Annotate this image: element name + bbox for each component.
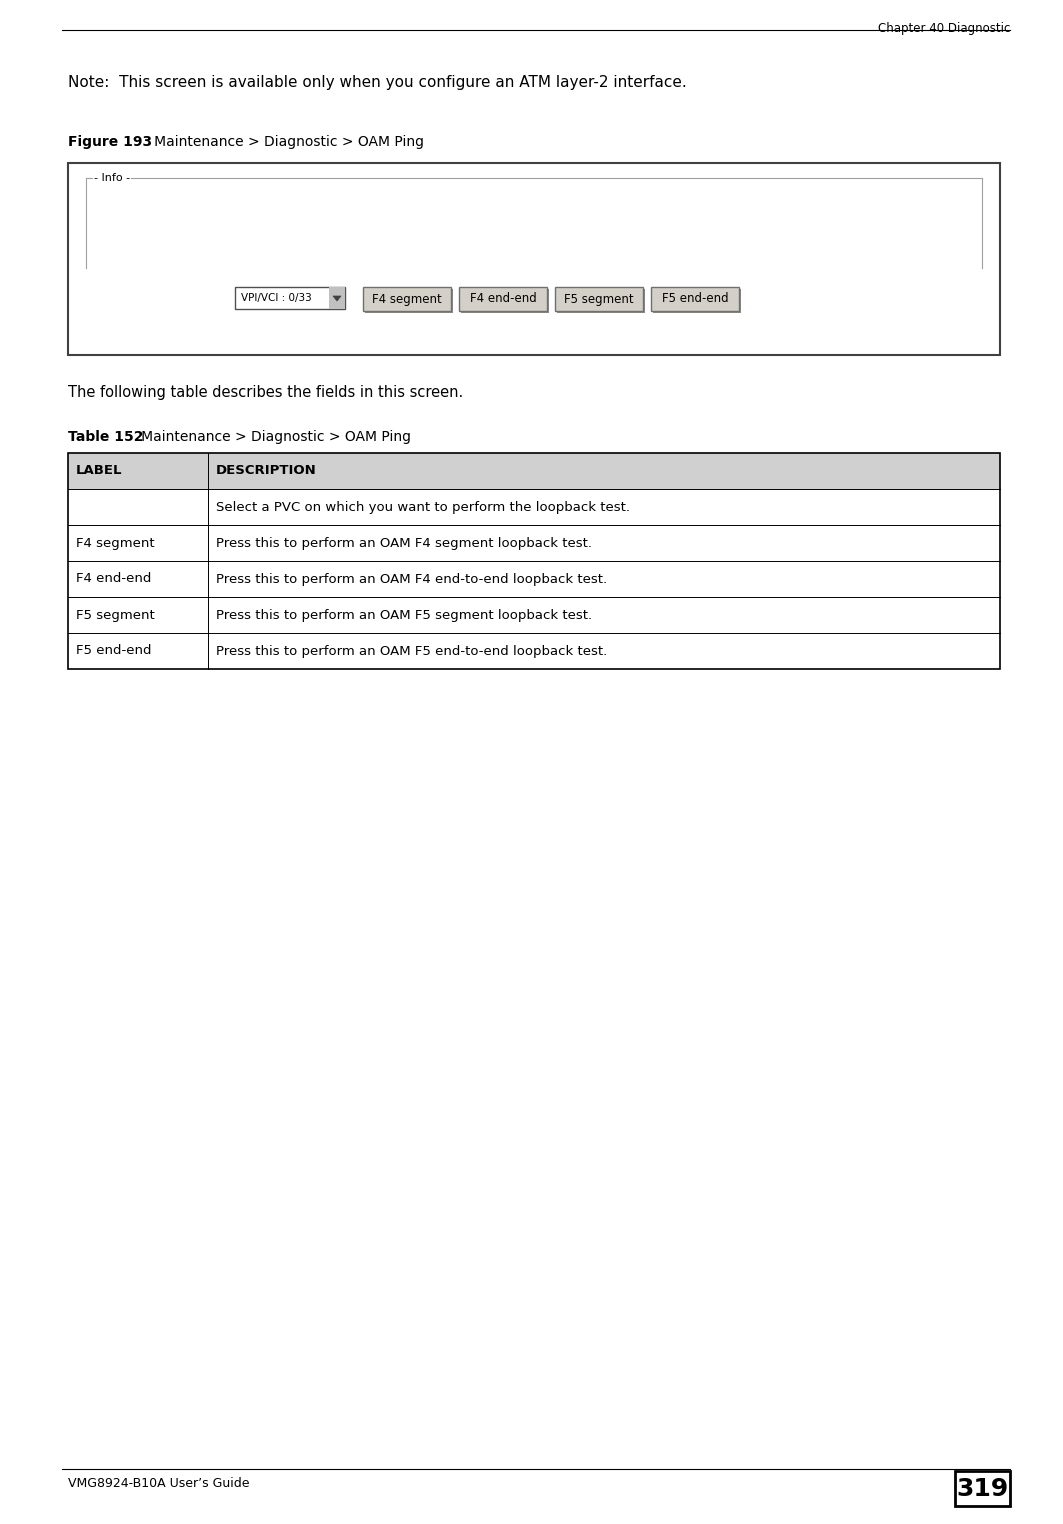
Text: VMG8924-B10A User’s Guide: VMG8924-B10A User’s Guide: [68, 1477, 250, 1490]
Bar: [459, 287, 547, 311]
Bar: [955, 1471, 1010, 1506]
Text: Note:  This screen is available only when you configure an ATM layer-2 interface: Note: This screen is available only when…: [68, 75, 687, 90]
Bar: [461, 290, 549, 312]
Bar: [365, 290, 453, 312]
Text: Press this to perform an OAM F5 end-to-end loopback test.: Press this to perform an OAM F5 end-to-e…: [216, 645, 607, 657]
Text: F5 end-end: F5 end-end: [75, 645, 152, 657]
Text: DESCRIPTION: DESCRIPTION: [216, 465, 317, 477]
Text: VPI/VCI : 0/33: VPI/VCI : 0/33: [241, 293, 311, 303]
Text: The following table describes the fields in this screen.: The following table describes the fields…: [68, 386, 463, 399]
Text: F4 segment: F4 segment: [372, 293, 442, 305]
Bar: [555, 287, 643, 311]
Text: Figure 193: Figure 193: [68, 136, 152, 149]
Bar: [330, 287, 345, 309]
Bar: [68, 597, 1000, 632]
Text: Maintenance > Diagnostic > OAM Ping: Maintenance > Diagnostic > OAM Ping: [128, 430, 411, 443]
Bar: [653, 290, 741, 312]
Text: F5 segment: F5 segment: [564, 293, 634, 305]
Text: F4 segment: F4 segment: [75, 536, 154, 550]
Bar: [362, 287, 451, 311]
Text: 319: 319: [957, 1477, 1009, 1501]
Bar: [68, 561, 1000, 597]
Text: Press this to perform an OAM F4 end-to-end loopback test.: Press this to perform an OAM F4 end-to-e…: [216, 573, 607, 585]
Bar: [68, 489, 1000, 524]
Bar: [68, 632, 1000, 669]
Text: Press this to perform an OAM F5 segment loopback test.: Press this to perform an OAM F5 segment …: [216, 608, 592, 622]
Text: Maintenance > Diagnostic > OAM Ping: Maintenance > Diagnostic > OAM Ping: [141, 136, 424, 149]
Text: Press this to perform an OAM F4 segment loopback test.: Press this to perform an OAM F4 segment …: [216, 536, 592, 550]
Text: - Info -: - Info -: [94, 174, 130, 183]
Bar: [68, 453, 1000, 489]
Text: F4 end-end: F4 end-end: [75, 573, 151, 585]
Text: LABEL: LABEL: [75, 465, 122, 477]
Text: Chapter 40 Diagnostic: Chapter 40 Diagnostic: [878, 21, 1010, 35]
Text: F4 end-end: F4 end-end: [470, 293, 537, 305]
Bar: [68, 163, 1000, 355]
Bar: [68, 524, 1000, 561]
Bar: [68, 453, 1000, 669]
Text: F5 segment: F5 segment: [75, 608, 155, 622]
Text: Table 152: Table 152: [68, 430, 144, 443]
Text: F5 end-end: F5 end-end: [661, 293, 728, 305]
Text: Select a PVC on which you want to perform the loopback test.: Select a PVC on which you want to perfor…: [216, 500, 630, 514]
Bar: [235, 287, 345, 309]
Bar: [557, 290, 645, 312]
Bar: [651, 287, 739, 311]
Polygon shape: [333, 296, 341, 302]
